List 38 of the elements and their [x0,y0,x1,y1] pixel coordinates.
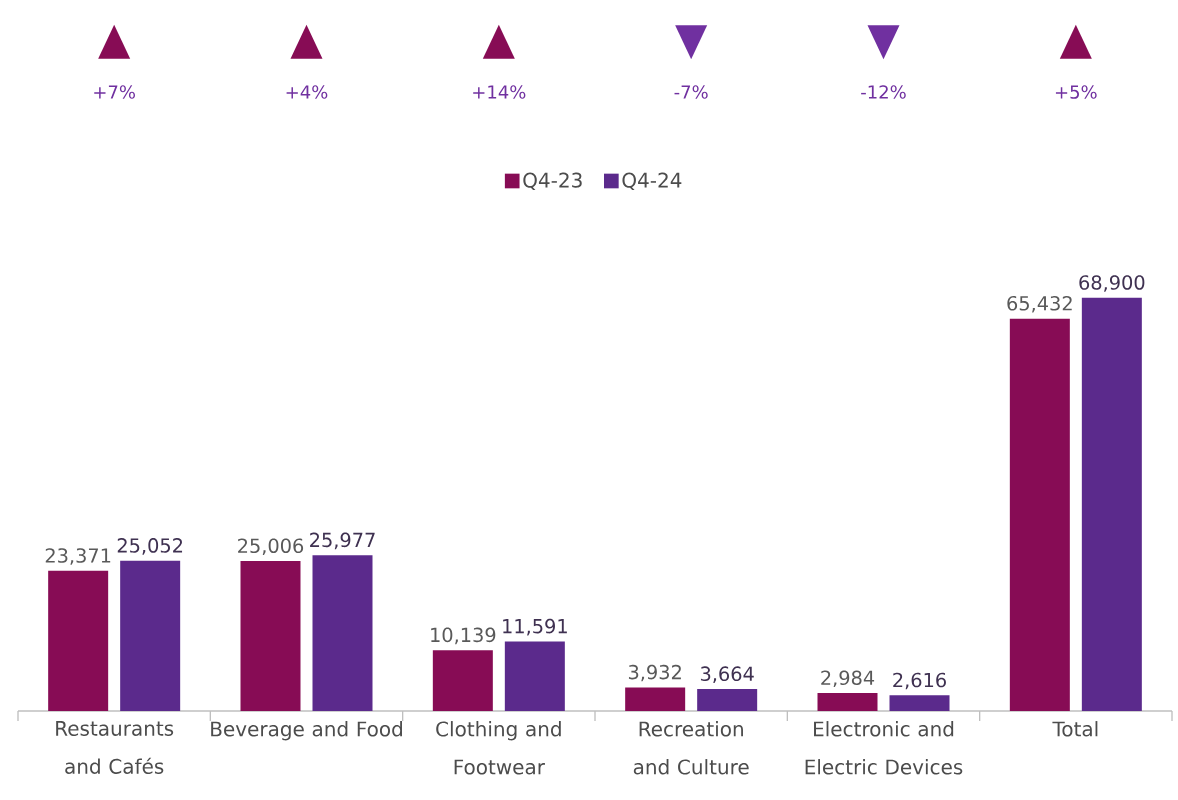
bar [817,693,878,711]
data-label: 10,139 [431,627,496,645]
x-tick-label: Total [1052,721,1098,737]
x-tick-label: Restaurants and Cafés [56,721,174,774]
data-label: 3,932 [628,664,681,682]
text: -7% [674,85,708,99]
text: +7% [94,85,135,99]
legend-label: Q4-24 [622,172,682,190]
bar [625,687,686,711]
text: +5% [1055,85,1097,99]
bar [504,641,565,711]
bar [240,561,301,711]
bar [1081,297,1142,711]
data-label: 65,432 [1007,295,1072,313]
legend-label: Q4-23 [523,172,582,190]
x-tick-label: Beverage and Food [211,721,402,741]
text: +4% [286,85,328,99]
data-label: 2,616 [893,672,946,690]
x-tick-label: Clothing and Footwear [436,721,561,775]
data-label: 23,371 [45,548,111,565]
data-label: 68,900 [1079,275,1145,292]
bar [1009,318,1070,711]
x-tick-label: Recreation and Culture [633,721,749,775]
bar [120,560,181,711]
text: +14% [473,85,526,99]
data-label: 25,052 [117,538,183,555]
data-label: 3,664 [700,666,754,683]
bar [889,695,950,711]
data-label: 11,591 [503,618,567,636]
bar [312,555,373,711]
bar [48,570,109,711]
x-tick-label: Electronic and Electric Devices [805,721,963,775]
bar [697,689,758,711]
text: -12% [861,85,906,99]
bar [432,650,493,711]
data-label: 25,977 [310,532,375,550]
data-label: 2,984 [821,670,875,688]
data-label: 25,006 [238,538,304,555]
